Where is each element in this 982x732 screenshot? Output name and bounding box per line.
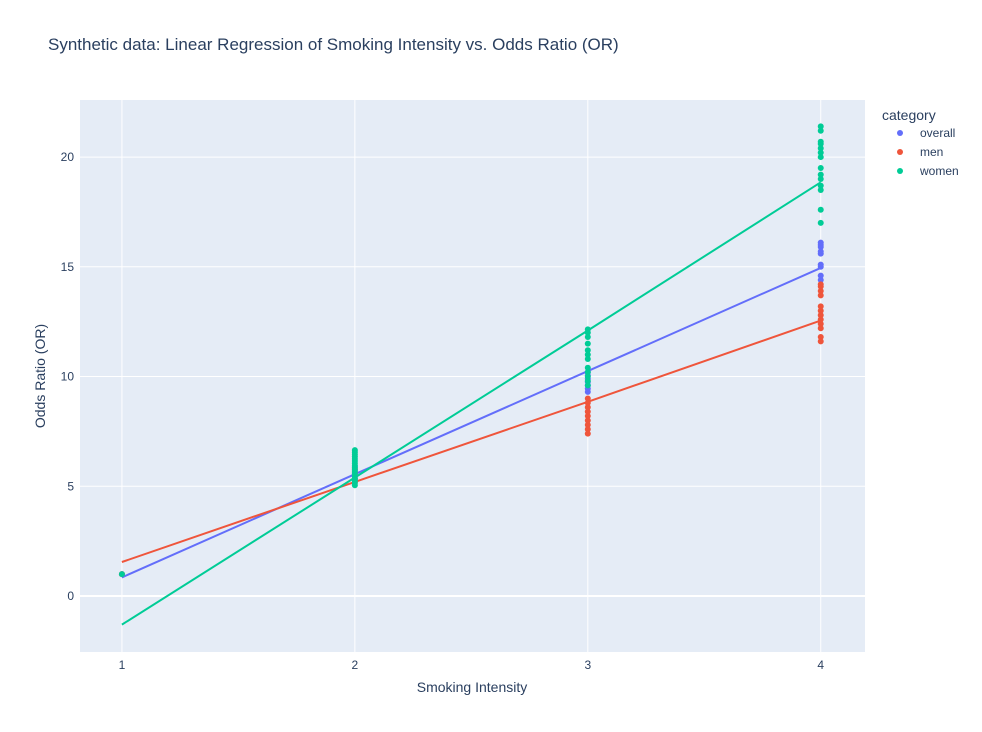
point-men <box>817 292 824 299</box>
regression-line-men <box>121 319 822 563</box>
y-tick-label: 5 <box>67 479 74 493</box>
point-women <box>584 382 591 389</box>
x-axis-title: Smoking Intensity <box>417 679 528 695</box>
x-tick-labels: 1 2 3 4 <box>119 658 825 672</box>
point-men <box>584 404 591 411</box>
point-women <box>817 123 824 130</box>
chart-title: Synthetic data: Linear Regression of Smo… <box>48 35 619 54</box>
legend-label: overall <box>920 126 955 140</box>
legend-item-overall[interactable]: overall <box>897 126 955 140</box>
point-men <box>584 395 591 402</box>
point-overall <box>817 261 824 268</box>
point-men <box>817 316 824 323</box>
y-tick-label: 15 <box>61 260 75 274</box>
point-overall <box>817 276 824 283</box>
point-men <box>584 421 591 428</box>
legend-title: category <box>882 107 936 123</box>
point-women <box>817 149 824 156</box>
x-tick-label: 2 <box>352 658 359 672</box>
point-overall <box>817 248 824 255</box>
regression-lines <box>121 181 822 626</box>
point-women <box>584 369 591 376</box>
point-men <box>584 399 591 406</box>
point-men <box>817 287 824 294</box>
point-men <box>817 307 824 314</box>
point-women <box>584 326 591 333</box>
point-overall <box>817 239 824 246</box>
point-women <box>817 165 824 172</box>
point-men <box>817 303 824 310</box>
y-tick-label: 0 <box>67 589 74 603</box>
point-men <box>584 430 591 437</box>
point-women <box>584 347 591 354</box>
point-men <box>817 320 824 327</box>
y-tick-label: 20 <box>61 150 75 164</box>
point-women <box>817 127 824 134</box>
legend-marker <box>897 168 903 174</box>
legend-marker <box>897 130 903 136</box>
point-women <box>817 145 824 152</box>
point-women <box>817 186 824 193</box>
x-tick-label: 1 <box>119 658 126 672</box>
point-men <box>817 312 824 319</box>
point-women <box>817 206 824 213</box>
point-women <box>817 154 824 161</box>
y-tick-labels: 0 5 10 15 20 <box>61 150 75 603</box>
point-women <box>118 571 125 578</box>
point-women <box>584 334 591 341</box>
y-axis-title: Odds Ratio (OR) <box>32 324 48 428</box>
point-women <box>584 355 591 362</box>
point-women <box>817 171 824 178</box>
legend[interactable]: category overall men women <box>882 107 959 178</box>
grid-lines <box>80 100 865 652</box>
legend-item-men[interactable]: men <box>897 145 943 159</box>
point-women <box>584 364 591 371</box>
legend-item-women[interactable]: women <box>897 164 959 178</box>
regression-line-women <box>121 181 822 626</box>
point-men <box>817 334 824 341</box>
legend-marker <box>897 149 903 155</box>
plot-area <box>80 100 865 652</box>
point-men <box>817 325 824 332</box>
legend-label: women <box>919 164 959 178</box>
point-women <box>817 219 824 226</box>
point-women <box>584 340 591 347</box>
point-overall <box>817 272 824 279</box>
point-men <box>584 413 591 420</box>
point-men <box>584 417 591 424</box>
x-tick-label: 3 <box>584 658 591 672</box>
x-tick-label: 4 <box>817 658 824 672</box>
point-women <box>584 373 591 380</box>
data-points <box>118 123 824 578</box>
point-men <box>817 281 824 288</box>
point-men <box>584 426 591 433</box>
point-women <box>351 447 358 454</box>
point-women <box>584 351 591 358</box>
y-tick-label: 10 <box>61 370 75 384</box>
point-men <box>817 338 824 345</box>
point-women <box>817 138 824 145</box>
point-women <box>817 176 824 183</box>
point-women <box>584 377 591 384</box>
point-men <box>584 408 591 415</box>
point-women <box>817 182 824 189</box>
legend-label: men <box>920 145 943 159</box>
regression-line-overall <box>121 266 822 579</box>
